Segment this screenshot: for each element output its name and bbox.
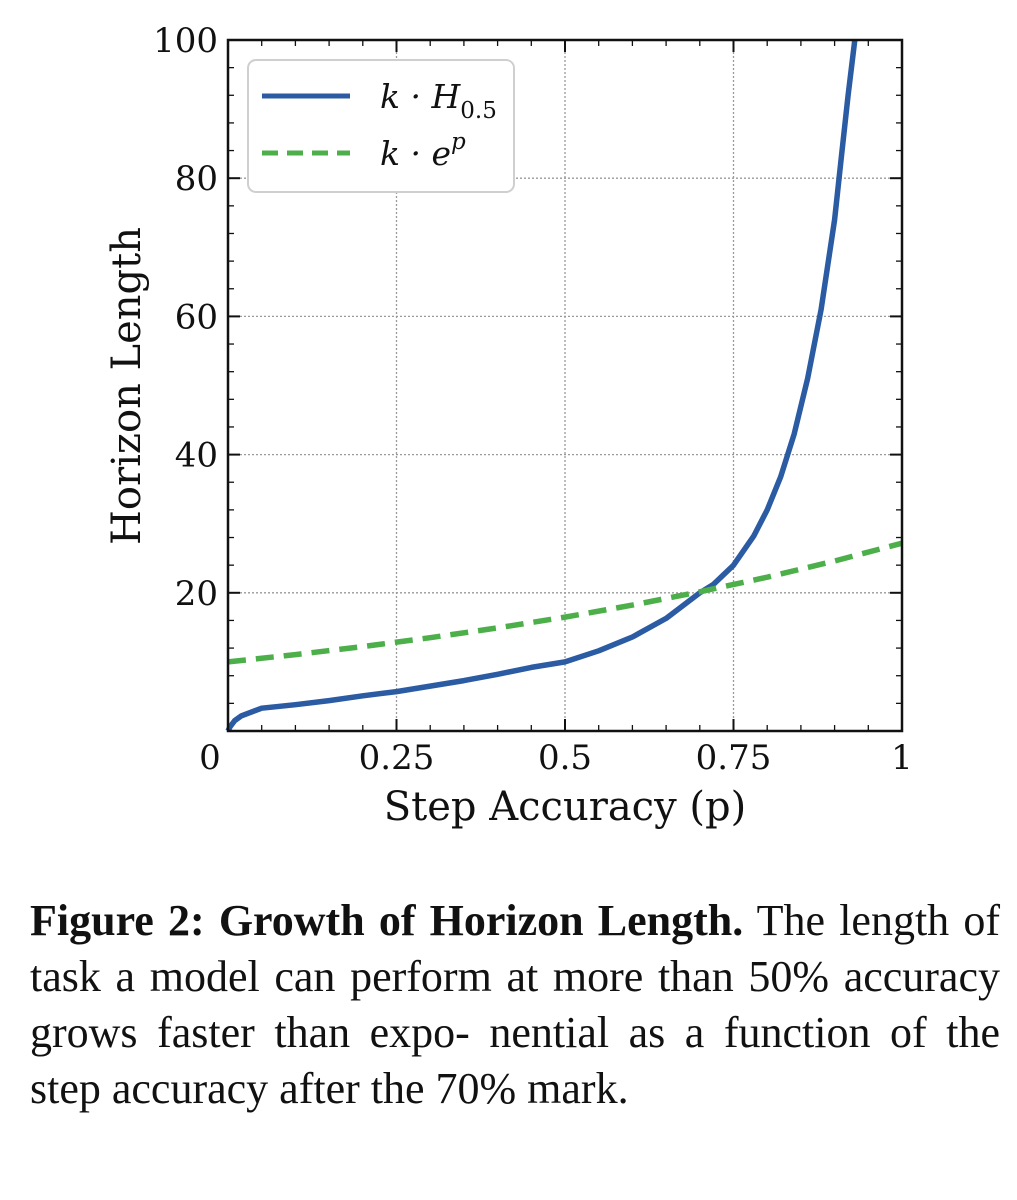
legend: k · H0.5 k · ep xyxy=(247,59,515,193)
x-axis-title: Step Accuracy (p) xyxy=(384,784,746,830)
legend-label-kh: k · H0.5 xyxy=(380,77,497,124)
x-tick-label: 0.5 xyxy=(538,738,592,778)
tick-labels: 0 0.25 0.5 0.75 1 20 40 60 80 100 xyxy=(153,21,913,778)
y-tick-label: 40 xyxy=(175,436,218,476)
x-tick-label: 0 xyxy=(199,738,221,778)
legend-label-kep: k · ep xyxy=(380,129,466,173)
caption-label: Figure 2: Growth of Horizon Length. xyxy=(30,896,744,945)
series-line-kh xyxy=(225,39,858,733)
caption-text: The length of task a model can perform a… xyxy=(30,896,1000,1113)
x-tick-label: 0.25 xyxy=(359,738,435,778)
y-axis-title: Horizon Length xyxy=(104,227,150,545)
y-tick-label: 60 xyxy=(175,297,218,337)
figure-caption: Figure 2: Growth of Horizon Length. The … xyxy=(30,893,1000,1117)
ticks xyxy=(227,39,903,731)
series-line-kep xyxy=(227,540,903,665)
x-tick-label: 1 xyxy=(891,738,913,778)
legend-box xyxy=(247,59,515,193)
chart-figure: 0 0.25 0.5 0.75 1 20 40 60 80 100 Step Accuracy (… xyxy=(104,21,913,830)
y-tick-label: 100 xyxy=(153,21,218,61)
y-tick-label: 80 xyxy=(175,159,218,199)
chart-svg: 0 0.25 0.5 0.75 1 20 40 60 80 100 Step Accuracy (… xyxy=(104,21,913,830)
x-tick-label: 0.75 xyxy=(696,738,772,778)
y-tick-label: 20 xyxy=(175,574,218,614)
series-group xyxy=(225,39,903,733)
